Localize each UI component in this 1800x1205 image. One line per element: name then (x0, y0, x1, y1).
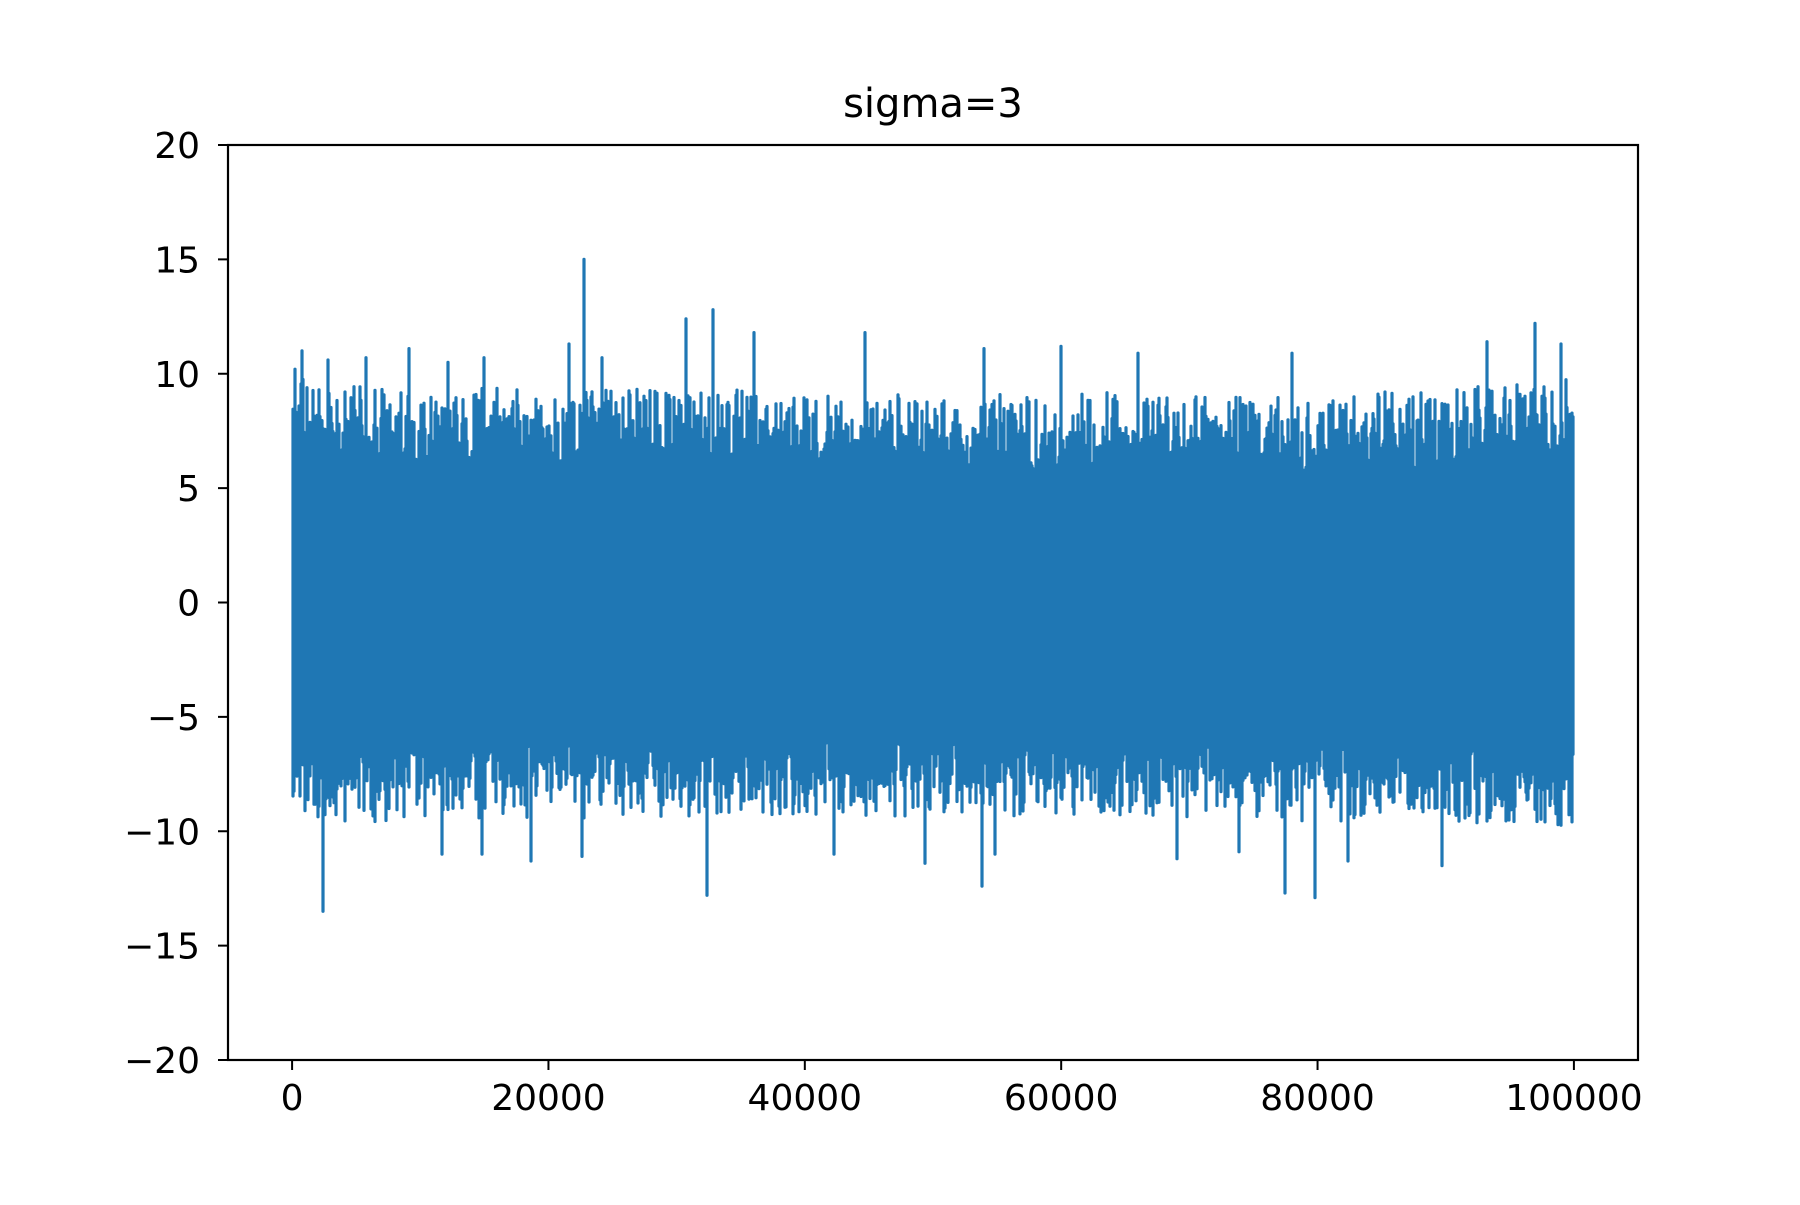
y-axis: −20 −15 −10 −5 0 5 10 15 20 (124, 126, 228, 1082)
y-tick-label: 10 (154, 355, 200, 396)
y-tick-label: 0 (177, 584, 200, 625)
series-line (291, 257, 1575, 913)
x-tick-label: 100000 (1505, 1078, 1642, 1119)
y-tick-label: −5 (147, 698, 200, 739)
x-tick-label: 80000 (1260, 1078, 1375, 1119)
y-tick-label: −20 (124, 1041, 200, 1082)
x-tick-label: 40000 (748, 1078, 863, 1119)
x-tick-label: 60000 (1004, 1078, 1119, 1119)
y-tick-label: −15 (124, 927, 200, 968)
y-tick-label: 20 (154, 126, 200, 167)
chart-title: sigma=3 (843, 81, 1023, 127)
x-tick-label: 20000 (491, 1078, 606, 1119)
series-layer (291, 257, 1575, 913)
y-tick-label: 5 (177, 469, 200, 510)
y-tick-label: −10 (124, 812, 200, 853)
x-tick-label: 0 (281, 1078, 304, 1119)
x-axis: 0 20000 40000 60000 80000 100000 (281, 1060, 1643, 1119)
y-tick-label: 15 (154, 240, 200, 281)
